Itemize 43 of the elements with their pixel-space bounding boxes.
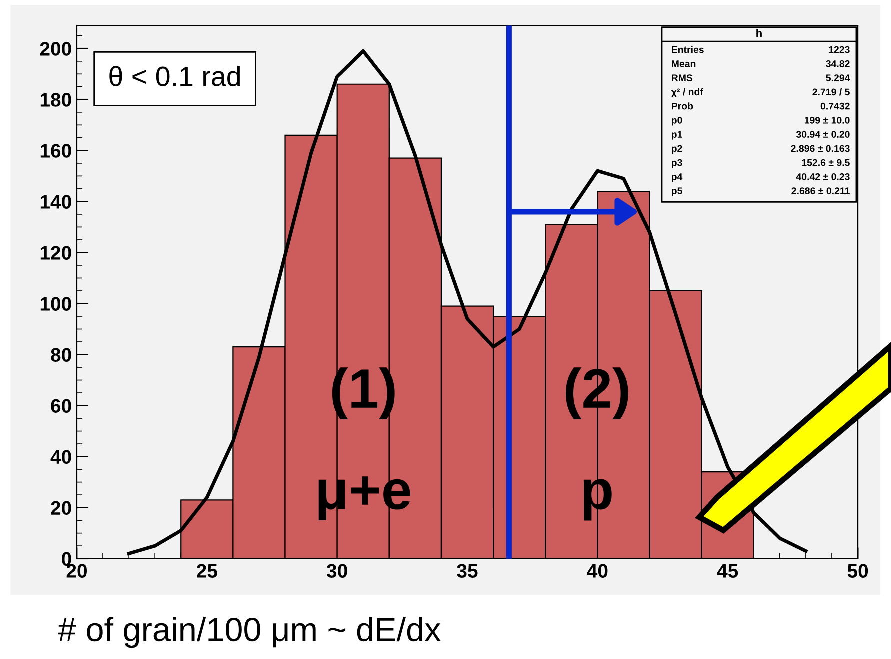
annotation: Mean <box>672 60 696 68</box>
annotation: p4 <box>672 174 683 182</box>
annotation: RMS <box>672 74 693 82</box>
x-tick-label: 40 <box>587 564 608 578</box>
x-axis-title: # of grain/100 μm ~ dE/dx <box>58 617 441 648</box>
x-tick-label: 45 <box>717 564 738 578</box>
y-tick-label: 160 <box>40 144 72 158</box>
y-tick-label: 40 <box>50 450 72 464</box>
annotation: 34.82 <box>826 60 850 68</box>
y-tick-label: 200 <box>40 42 72 56</box>
annotation: 1223 <box>829 46 850 54</box>
annotation: 2.896 ± 0.163 <box>791 145 850 152</box>
annotation: 199 ± 10.0 <box>804 116 850 124</box>
x-tick-label: 35 <box>457 564 478 578</box>
y-tick-label: 120 <box>40 246 72 260</box>
annotation: 40.42 ± 0.23 <box>796 174 850 180</box>
y-tick-label: 20 <box>51 501 72 516</box>
annotation: 2.719 / 5 <box>812 88 850 96</box>
annotation: p3 <box>672 159 682 168</box>
y-tick-label: 80 <box>51 348 72 362</box>
annotation: θ < 0.1 rad <box>110 66 240 86</box>
annotation: 0.7432 <box>820 102 850 110</box>
y-tick-label: 100 <box>40 297 72 311</box>
annotation: Prob <box>672 102 694 110</box>
annotation: Entries <box>672 46 704 54</box>
x-tick-label: 25 <box>197 564 218 578</box>
annotation: h <box>756 29 762 38</box>
annotation: p0 <box>672 116 682 126</box>
y-tick-label: 140 <box>40 195 72 209</box>
annotation: χ² / ndf <box>671 88 704 98</box>
y-tick-label: 0 <box>62 552 72 566</box>
x-tick-label: 50 <box>848 564 868 578</box>
annotation: p5 <box>672 188 682 196</box>
annotation: 152.6 ± 9.5 <box>802 159 850 166</box>
annotation: p2 <box>672 145 682 154</box>
y-tick-label: 60 <box>51 399 72 414</box>
annotation: 5.294 <box>826 74 850 82</box>
annotation: 2.686 ± 0.211 <box>792 188 850 195</box>
y-tick-label: 180 <box>40 93 72 107</box>
annotation: 30.94 ± 0.20 <box>796 131 850 138</box>
annotation: p1 <box>672 131 682 140</box>
x-tick-label: 20 <box>66 564 87 578</box>
x-tick-label: 30 <box>326 564 348 578</box>
